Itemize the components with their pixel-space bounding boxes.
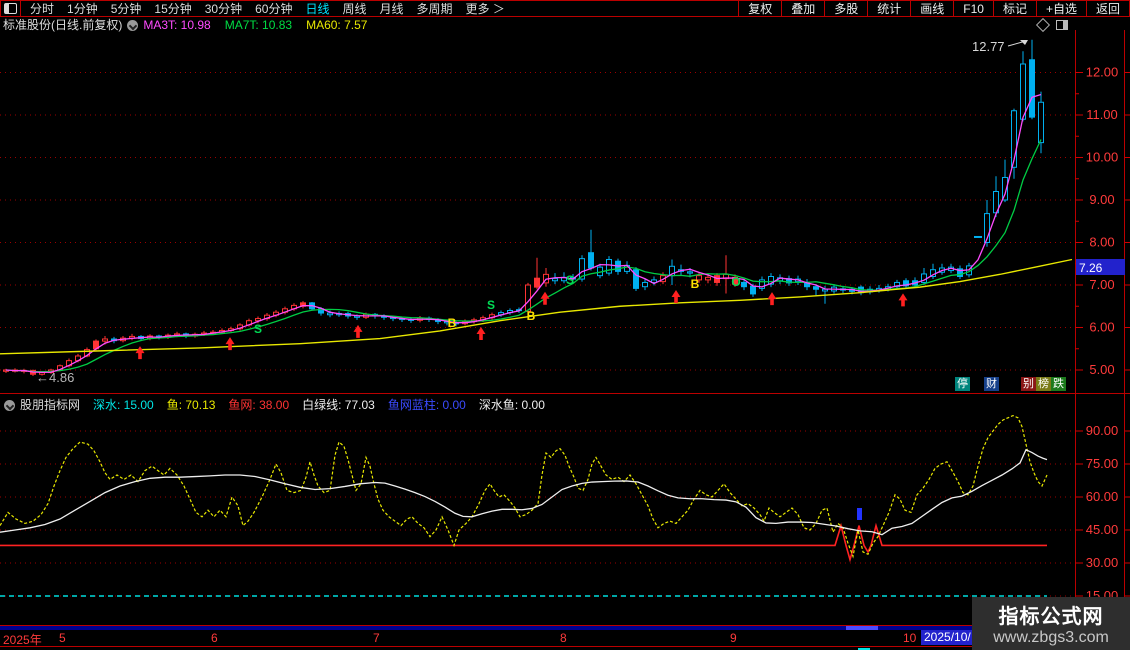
current-date-badge: 2025/10/: [921, 630, 974, 645]
svg-text:B: B: [448, 316, 457, 330]
indicator-value: 深水: 15.00: [93, 397, 154, 412]
svg-text:30.00: 30.00: [1086, 555, 1119, 570]
tab-1分钟[interactable]: 1分钟: [67, 2, 98, 16]
indicator-value: 鱼网蓝柱: 0.00: [387, 397, 466, 412]
svg-text:75.00: 75.00: [1086, 456, 1119, 471]
ma-value: MA60: 7.57: [306, 17, 368, 32]
svg-text:6.00: 6.00: [1089, 320, 1114, 335]
sub-panel-bottom-border: [0, 625, 1130, 626]
panel-layout-icon[interactable]: [1056, 20, 1068, 30]
axis-border-right: [1124, 30, 1125, 646]
svg-text:60.00: 60.00: [1086, 489, 1119, 504]
svg-text:10.00: 10.00: [1086, 150, 1119, 165]
quick-tag-财[interactable]: 财: [984, 377, 999, 391]
svg-text:8.00: 8.00: [1089, 235, 1114, 250]
quick-tag-跌[interactable]: 跌: [1051, 377, 1066, 391]
month-label-10: 10: [903, 631, 917, 645]
stock-info-row: 标准股份(日线.前复权) MA3T: 10.98 MA7T: 10.83 MA60:…: [0, 18, 1130, 33]
indicator-value: 白绿线: 77.03: [302, 397, 375, 412]
ma-value: MA7T: 10.83: [224, 17, 293, 32]
indicator-value: 鱼网: 38.00: [228, 397, 290, 412]
tab-30分钟[interactable]: 30分钟: [204, 2, 243, 16]
tab-分时[interactable]: 分时: [30, 2, 55, 16]
tab-更多 ＞[interactable]: 更多 ＞: [465, 2, 505, 16]
quick-tag-榜[interactable]: 榜: [1036, 377, 1051, 391]
indicator-name: 股朋指标网: [20, 397, 81, 412]
svg-text:←4.86: ←4.86: [36, 370, 74, 385]
axis-border-left: [1075, 30, 1076, 646]
button-+自选[interactable]: +自选: [1035, 1, 1086, 16]
svg-text:B: B: [691, 277, 700, 291]
time-axis: 2025年 2025/10/ 5 6 7 8 9 10: [0, 630, 1130, 647]
scrollbar-thumb[interactable]: [846, 626, 878, 630]
tab-60分钟[interactable]: 60分钟: [255, 2, 293, 16]
month-label-5: 5: [59, 631, 66, 645]
button-F10[interactable]: F10: [953, 1, 993, 16]
svg-text:90.00: 90.00: [1086, 423, 1119, 438]
tab-15分钟[interactable]: 15分钟: [154, 2, 192, 16]
svg-text:S: S: [487, 298, 495, 312]
quick-tag-别[interactable]: 别: [1021, 377, 1036, 391]
svg-text:O: O: [731, 275, 740, 289]
month-label-8: 8: [560, 631, 567, 645]
svg-text:12.00: 12.00: [1086, 65, 1119, 80]
period-tabs: 分时 1分钟 5分钟 15分钟 30分钟 60分钟 日线 周线 月线 多周期 更多 ＞: [21, 0, 505, 17]
bottom-border: [0, 646, 1130, 650]
stock-title: 标准股份(日线.前复权): [3, 18, 123, 32]
svg-text:S: S: [566, 273, 574, 287]
window-split-icon[interactable]: [0, 1, 21, 16]
indicator-header: 股朋指标网 深水: 15.00 鱼: 70.13 鱼网: 38.00 白绿线: 77.…: [0, 396, 1130, 412]
svg-text:7.26: 7.26: [1079, 261, 1103, 275]
button-统计[interactable]: 统计: [867, 1, 910, 16]
chevron-down-icon[interactable]: [127, 20, 139, 31]
quick-tag-停[interactable]: 停: [955, 377, 970, 391]
button-复权[interactable]: 复权: [738, 1, 781, 16]
chevron-down-icon[interactable]: [4, 399, 15, 411]
svg-text:5.00: 5.00: [1089, 362, 1114, 377]
button-叠加[interactable]: 叠加: [781, 1, 824, 16]
month-label-7: 7: [373, 631, 380, 645]
watermark-url: www.zbgs3.com: [993, 629, 1109, 646]
period-toolbar: 分时 1分钟 5分钟 15分钟 30分钟 60分钟 日线 周线 月线 多周期 更多 ＞ 复权 叠加 多股…: [0, 0, 1130, 17]
position-marker: [858, 648, 870, 650]
button-画线[interactable]: 画线: [910, 1, 953, 16]
svg-text:11.00: 11.00: [1086, 107, 1118, 122]
svg-text:7.00: 7.00: [1089, 277, 1114, 292]
svg-text:9.00: 9.00: [1089, 192, 1114, 207]
month-label-9: 9: [730, 631, 737, 645]
svg-text:45.00: 45.00: [1086, 522, 1119, 537]
year-label: 2025年: [3, 633, 42, 647]
svg-text:12.77: 12.77: [972, 39, 1005, 54]
tab-多周期[interactable]: 多周期: [416, 2, 453, 16]
tab-月线[interactable]: 月线: [379, 2, 404, 16]
ma-value: MA3T: 10.98: [143, 17, 211, 32]
button-标记[interactable]: 标记: [992, 1, 1036, 16]
watermark-title: 指标公式网: [998, 606, 1104, 628]
tab-5分钟[interactable]: 5分钟: [110, 2, 142, 16]
button-多股[interactable]: 多股: [824, 1, 867, 16]
button-返回[interactable]: 返回: [1085, 1, 1130, 16]
toolbar-right-buttons: 复权 叠加 多股 统计 画线 F10 标记 +自选 返回: [738, 1, 1130, 16]
chart-corner-icons: [1035, 17, 1068, 33]
market-quick-tags: 停财 别榜跌: [955, 377, 1066, 391]
indicator-value: 深水鱼: 0.00: [478, 397, 545, 412]
month-label-6: 6: [211, 631, 218, 645]
indicator-value: 鱼: 70.13: [166, 397, 216, 412]
tab-周线[interactable]: 周线: [342, 2, 367, 16]
ma-values: MA3T: 10.98 MA7T: 10.83 MA60: 7.57: [143, 18, 381, 32]
watermark: 指标公式网 www.zbgs3.com: [972, 597, 1130, 650]
main-candlestick-chart[interactable]: 5.00 6.00 7.00 8.00 9.00 10.00 11.00 12.00 B B B S S…: [0, 30, 1130, 393]
indicator-values: 深水: 15.00 鱼: 70.13 鱼网: 38.00 白绿线: 77.03 鱼网蓝柱…: [93, 396, 558, 413]
chart-scrollbar[interactable]: [0, 626, 1130, 630]
panel-separator: [0, 393, 1130, 394]
svg-text:B: B: [527, 309, 536, 323]
svg-text:S: S: [254, 322, 262, 336]
tab-日线[interactable]: 日线: [305, 2, 330, 16]
